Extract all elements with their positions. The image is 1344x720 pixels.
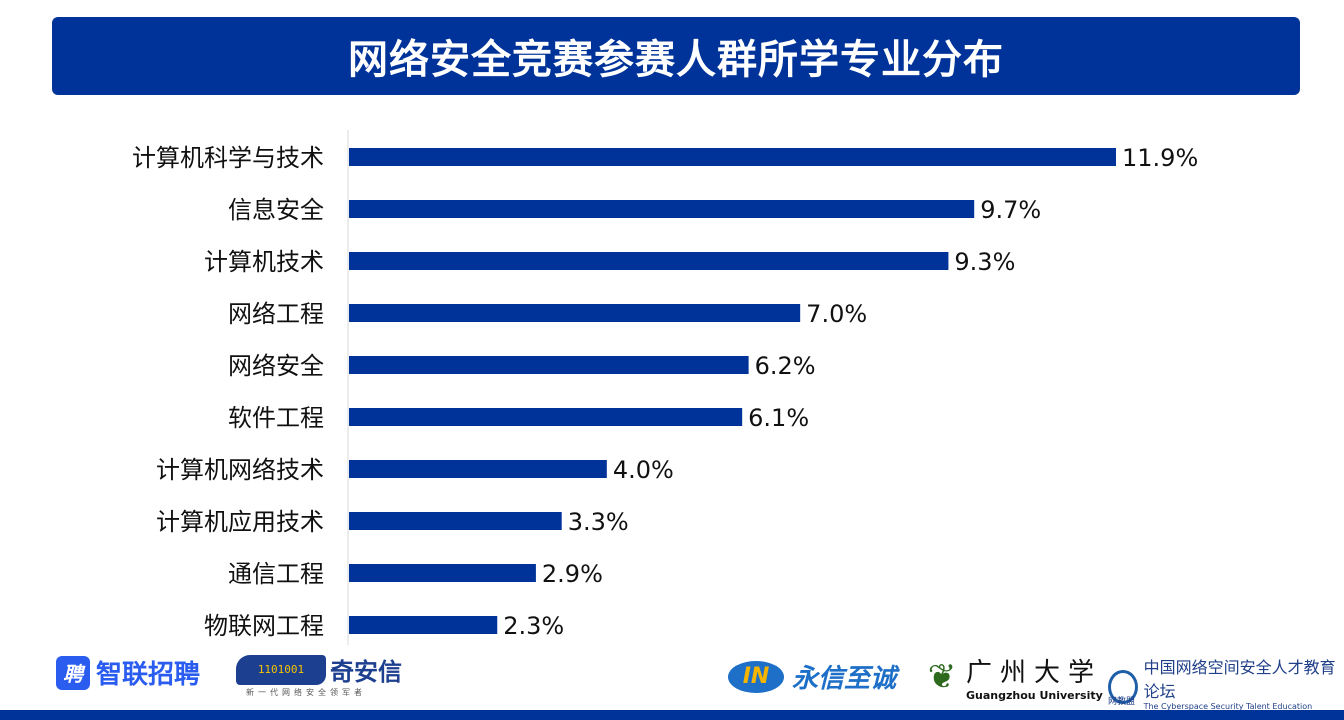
bar xyxy=(349,616,498,634)
gzhu-emblem-icon: ❦ xyxy=(927,657,957,697)
value-label: 6.2% xyxy=(755,352,816,380)
yongxin-name: 永信至诚 xyxy=(792,664,897,694)
bar xyxy=(349,356,749,374)
bar xyxy=(349,304,801,322)
alliance-abbr: 网教盟 xyxy=(1108,697,1136,707)
category-label: 物联网工程 xyxy=(204,612,324,640)
category-label: 计算机技术 xyxy=(204,248,324,276)
value-label: 9.3% xyxy=(954,248,1015,276)
value-label: 2.3% xyxy=(503,612,564,640)
value-label: 6.1% xyxy=(748,404,809,432)
bar xyxy=(349,408,743,426)
zhaopin-icon: 聘 xyxy=(56,655,90,690)
bar xyxy=(349,512,562,530)
title-banner: 网络安全竞赛参赛人群所学专业分布 xyxy=(52,17,1300,95)
category-label: 计算机科学与技术 xyxy=(132,144,324,172)
bar xyxy=(349,148,1116,166)
tiger-icon: 1101001 xyxy=(236,654,326,685)
yongxin-logo: IN 永信至诚 xyxy=(728,658,896,695)
qianxin-name: 奇安信 xyxy=(330,658,402,686)
bar xyxy=(349,564,536,582)
gzhu-en: Guangzhou University xyxy=(966,689,1103,702)
value-label: 7.0% xyxy=(806,300,867,328)
category-label: 软件工程 xyxy=(228,404,324,432)
value-label: 3.3% xyxy=(568,508,629,536)
category-label: 计算机应用技术 xyxy=(156,508,324,536)
value-label: 11.9% xyxy=(1122,144,1198,172)
qianxin-slogan: 新一代网络安全领军者 xyxy=(246,688,366,697)
footer-bar xyxy=(0,710,1344,720)
category-label: 信息安全 xyxy=(228,196,324,224)
alliance-name: 中国网络空间安全人才教育论坛 xyxy=(1143,658,1336,701)
qianxin-logo: 1101001 奇安信 新一代网络安全领军者 xyxy=(236,652,402,698)
zhaopin-name: 智联招聘 xyxy=(96,660,201,690)
alliance-seal-icon xyxy=(1108,670,1138,704)
gzhu-name: 广州大学 xyxy=(966,658,1103,688)
bar xyxy=(349,200,975,218)
gzhu-logo: ❦ 广州大学 Guangzhou University xyxy=(922,652,1103,702)
value-label: 2.9% xyxy=(542,560,603,588)
zhaopin-logo: 聘 智联招聘 xyxy=(56,654,200,691)
bar xyxy=(349,460,607,478)
value-label: 4.0% xyxy=(613,456,674,484)
yongxin-mark-icon: IN xyxy=(728,660,784,693)
category-label: 网络安全 xyxy=(228,352,324,380)
category-label: 计算机网络技术 xyxy=(156,456,324,484)
category-label: 通信工程 xyxy=(228,560,324,588)
chart-title: 网络安全竞赛参赛人群所学专业分布 xyxy=(348,37,1004,83)
category-label: 网络工程 xyxy=(228,300,324,328)
bar-chart: 计算机科学与技术 11.9% 信息安全 9.7% 计算机技术 9.3% 网络工程 7.0% 网络… xyxy=(132,130,1198,645)
bar xyxy=(349,252,949,270)
value-label: 9.7% xyxy=(980,196,1041,224)
